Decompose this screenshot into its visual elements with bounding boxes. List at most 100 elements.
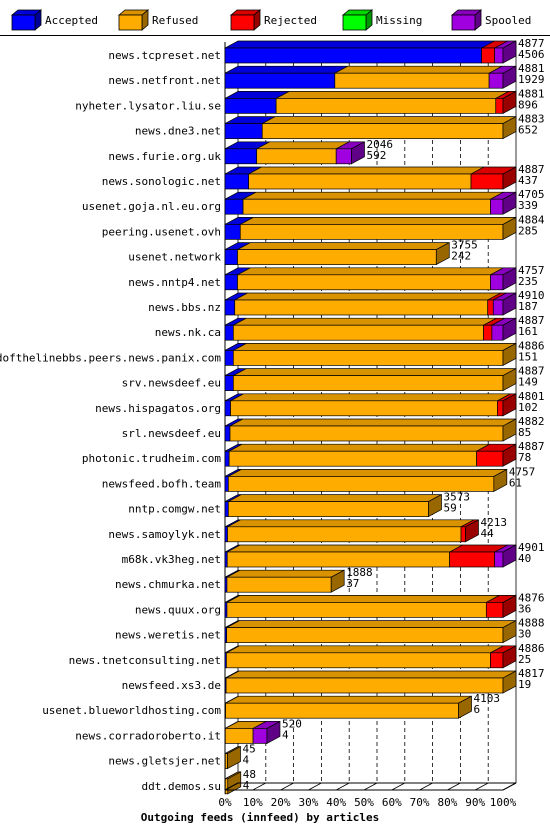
total-label: 4887 <box>518 365 545 378</box>
value-labels: 4877450648811929488189648836522046592488… <box>243 37 545 792</box>
bar-segment-refused <box>226 595 500 618</box>
accepted-label: 4 <box>243 754 250 767</box>
accepted-label: 19 <box>518 678 531 691</box>
bar-end-face <box>502 216 517 240</box>
y-tick-label: news.nntp4.net <box>128 276 221 289</box>
legend-label: Missing <box>376 14 422 27</box>
y-tick-label: news.tnetconsulting.net <box>69 654 221 667</box>
bar-row <box>224 771 242 795</box>
bar-end-face <box>502 116 517 140</box>
total-label: 4757 <box>509 465 536 478</box>
bar-row <box>224 594 517 618</box>
total-label: 4886 <box>518 642 545 655</box>
x-tick-label: 100% <box>490 796 517 809</box>
bar-segment-accepted <box>224 65 348 89</box>
legend-label: Rejected <box>264 14 317 27</box>
bar-segment-refused <box>232 368 517 391</box>
bar-segment-refused <box>225 695 472 719</box>
x-tick-label: 50% <box>354 796 374 809</box>
y-tick-label: news.chmurka.net <box>115 578 221 591</box>
y-tick-label: news.dne3.net <box>135 125 221 138</box>
bar-end-face <box>465 519 479 543</box>
x-axis: 0% 10% 20% 30% 40% 50% 60% 70% 80% 90% 100% <box>218 782 517 809</box>
bar-segment-accepted <box>224 40 495 64</box>
total-label: 4801 <box>518 390 545 403</box>
x-tick-mark <box>336 782 350 791</box>
x-tick-label: 60% <box>382 796 402 809</box>
x-tick-mark <box>363 782 378 791</box>
total-label: 4888 <box>518 617 545 630</box>
bar-row <box>224 292 517 316</box>
total-label: 4876 <box>518 591 545 604</box>
legend-label: Spooled <box>485 14 531 27</box>
bar-row <box>224 569 345 593</box>
accepted-label: 40 <box>518 552 531 565</box>
x-tick-mark <box>224 782 239 791</box>
legend-label: Refused <box>152 14 198 27</box>
bar-row <box>224 267 517 291</box>
accepted-label: 37 <box>346 577 359 590</box>
bar-segment-spooled <box>488 65 517 89</box>
bar-end-face <box>502 65 517 89</box>
bar-end-face <box>502 544 517 568</box>
bar-row <box>224 519 479 543</box>
legend: Accepted Refused Rejected Missing Spooled <box>0 9 550 36</box>
bar-row <box>224 746 241 770</box>
x-tick-label: 20% <box>271 796 291 809</box>
bar-segment-refused <box>224 721 267 744</box>
total-label: 4882 <box>518 415 545 428</box>
bar-segment-refused <box>334 65 503 89</box>
bar-segment-refused <box>275 91 509 114</box>
bar-end-face <box>502 594 517 618</box>
accepted-label: 285 <box>518 224 538 237</box>
y-tick-label: news.nk.ca <box>155 326 221 339</box>
bar-row <box>224 670 517 694</box>
y-tick-label: peering.usenet.ovh <box>102 225 221 238</box>
bar-segment-refused <box>232 343 517 366</box>
bar-segment-refused <box>230 393 511 417</box>
accepted-label: 242 <box>451 250 471 263</box>
x-tick-label: 10% <box>243 796 263 809</box>
total-label: 4213 <box>480 516 507 529</box>
total-label: 4757 <box>518 264 545 277</box>
accepted-label: 235 <box>518 275 538 288</box>
bar-segment-refused <box>232 317 497 341</box>
y-tick-label: usenet.blueworldhosting.com <box>42 704 221 717</box>
bar-end-face <box>502 292 517 316</box>
bar-segment-accepted <box>224 242 251 265</box>
bar-row <box>224 443 517 467</box>
x-tick-mark <box>252 782 266 791</box>
accepted-label: 339 <box>518 199 538 212</box>
legend-swatch-refused <box>117 9 150 31</box>
x-tick-label: 70% <box>410 796 430 809</box>
y-tick-label: news.corradoroberto.it <box>75 729 221 742</box>
accepted-label: 85 <box>518 426 531 439</box>
y-tick-label: usenet.network <box>128 251 221 264</box>
bar-segment-refused <box>229 418 517 442</box>
bar-end-face <box>266 720 281 744</box>
total-label: 3573 <box>443 491 470 504</box>
accepted-label: 187 <box>518 300 538 313</box>
total-label: 3755 <box>451 239 478 252</box>
bar-end-face <box>502 90 517 114</box>
y-tick-label: news.netfront.net <box>108 74 221 87</box>
y-tick-label: srl.newsdeef.eu <box>122 427 221 440</box>
bar-row <box>224 317 517 341</box>
bar-end-face <box>502 645 517 669</box>
y-tick-label: newsfeed.bofh.team <box>102 477 222 490</box>
bar-segment-refused <box>234 292 501 316</box>
y-tick-label: news.sonologic.net <box>102 175 221 188</box>
bar-end-face <box>502 191 517 215</box>
bar-segment-spooled <box>490 267 517 291</box>
bar-end-face <box>330 569 345 593</box>
total-label: 4881 <box>518 62 545 75</box>
legend-swatch-rejected <box>229 9 262 31</box>
bar-row <box>224 342 517 366</box>
total-label: 4705 <box>518 188 545 201</box>
accepted-label: 102 <box>518 401 538 414</box>
bar-row <box>224 494 442 518</box>
bar-row <box>224 468 508 492</box>
x-tick-label: 90% <box>465 796 485 809</box>
bar-row <box>224 695 472 719</box>
